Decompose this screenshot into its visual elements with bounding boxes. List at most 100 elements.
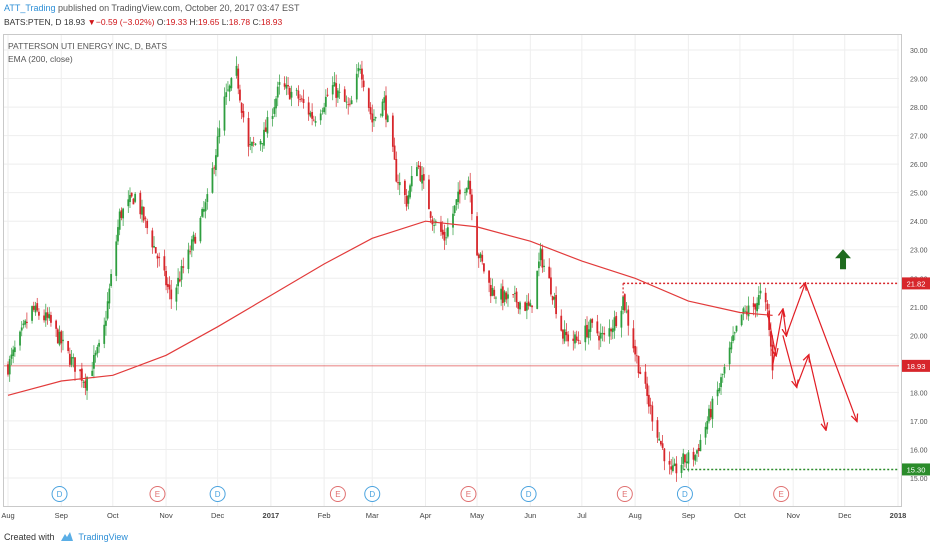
tradingview-link[interactable]: TradingView (78, 532, 128, 542)
candle-up (192, 231, 195, 251)
candle-body (517, 301, 520, 309)
candle-body (79, 369, 82, 372)
candle-up (206, 188, 209, 210)
candle-up (357, 62, 360, 78)
candle-body (723, 367, 726, 374)
candle-body (524, 302, 527, 311)
candle-up (134, 191, 137, 204)
chart-frame (3, 34, 902, 507)
candle-down (299, 94, 301, 103)
candle-body (543, 265, 545, 267)
candle-up (495, 296, 497, 304)
candles (7, 56, 774, 482)
candle-body (142, 206, 145, 221)
candle-body (718, 387, 721, 392)
candle-body (757, 295, 760, 306)
candle-body (589, 319, 592, 332)
candle-up (457, 182, 460, 209)
candle-body (403, 180, 406, 196)
candle-body (218, 128, 221, 137)
candle-down (84, 373, 87, 396)
candle-body (613, 317, 616, 331)
candle-down (213, 165, 216, 175)
candle-body (84, 380, 87, 389)
candle-body (742, 308, 745, 315)
candle-body (194, 236, 197, 244)
candle-up (756, 297, 759, 317)
candle-body (168, 284, 171, 290)
candle-down (572, 330, 575, 351)
candle-body (452, 213, 454, 228)
candle-up (453, 205, 456, 216)
candle-up (190, 235, 193, 258)
candle-up (723, 363, 726, 378)
change-value: −0.59 (−3.02%) (95, 17, 155, 27)
candle-body (764, 292, 767, 303)
candle-body (74, 357, 76, 372)
candle-body (266, 117, 269, 134)
candle-body (12, 349, 15, 357)
candle-down (158, 252, 161, 267)
event-label: D (526, 490, 532, 499)
candle-down (531, 305, 533, 313)
candle-body (445, 237, 448, 239)
candle-down (165, 266, 167, 291)
author-link[interactable]: ATT_Trading (4, 3, 56, 13)
candle-down (132, 197, 135, 205)
candle-body (646, 383, 649, 396)
candle-body (80, 368, 83, 381)
candle-down (632, 320, 635, 353)
price-label-text: 21.82 (907, 279, 926, 288)
candle-down (120, 207, 123, 221)
candle-down (598, 331, 600, 350)
candle-body (429, 211, 432, 218)
candle-up (759, 283, 762, 300)
candle-down (80, 362, 83, 388)
candle-body (769, 331, 772, 347)
candle-up (235, 56, 238, 79)
candle-up (345, 95, 348, 109)
candle-up (259, 139, 262, 151)
candle-up (251, 141, 253, 154)
event-circle (616, 486, 633, 502)
candle-body (419, 166, 422, 181)
candle-up (455, 198, 458, 211)
candle-down (163, 249, 166, 277)
candle-down (403, 179, 406, 204)
candle-body (13, 347, 16, 353)
candle-down (240, 102, 243, 120)
candle-up (730, 336, 733, 354)
candle-up (336, 88, 339, 103)
candle-up (711, 396, 714, 428)
projection-arrows (766, 283, 856, 429)
candle-up (625, 302, 628, 314)
candle-body (684, 454, 686, 463)
candle-body (307, 102, 310, 115)
candle-body (529, 303, 532, 307)
symbol-label: BATS:PTEN, D (4, 17, 62, 27)
candle-body (610, 328, 612, 332)
candle-up (110, 269, 112, 288)
candle-up (323, 102, 326, 115)
candle-body (708, 408, 710, 422)
candle-body (336, 90, 339, 98)
projection-segment (785, 283, 805, 336)
price-label-bg (902, 359, 930, 372)
candle-body (627, 309, 630, 326)
candle-body (165, 270, 167, 286)
y-tick-label: 18.00 (910, 390, 928, 397)
candle-body (154, 247, 157, 254)
projection-segment (771, 310, 783, 366)
candle-down (577, 331, 580, 345)
candle-body (672, 465, 674, 472)
candle-body (644, 371, 647, 384)
candle-down (623, 293, 626, 313)
candle-up (620, 306, 623, 338)
candle-up (44, 303, 47, 327)
candle-body (383, 97, 386, 103)
candle-down (575, 330, 578, 343)
candle-up (199, 216, 202, 244)
candle-body (488, 270, 490, 283)
candle-down (670, 459, 673, 475)
